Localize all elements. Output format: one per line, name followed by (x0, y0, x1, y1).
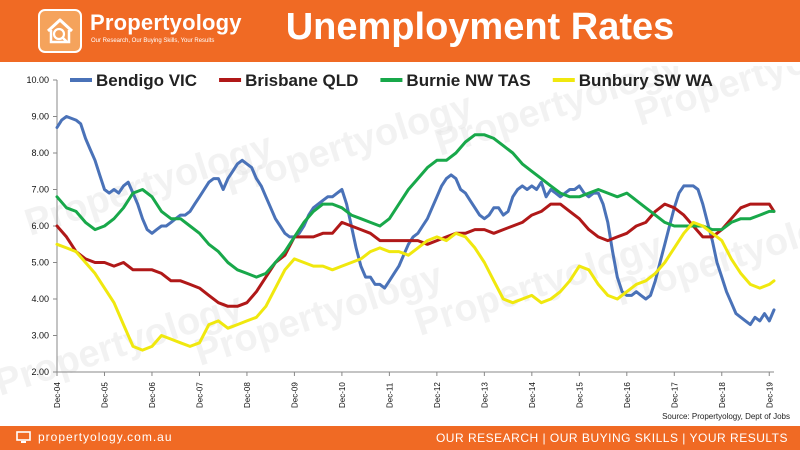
y-tick-label: 9.00 (31, 112, 49, 122)
y-tick-label: 5.00 (31, 258, 49, 268)
x-tick-label: Dec-05 (100, 382, 109, 408)
x-tick-label: Dec-18 (718, 382, 727, 408)
brand-name: Propertyology (90, 10, 242, 35)
y-tick-label: 4.00 (31, 294, 49, 304)
line-chart: PropertyologyPropertyologyPropertyologyP… (0, 15, 800, 408)
page-title: Unemployment Rates (285, 6, 675, 48)
legend: Bendigo VIC Brisbane QLD Burnie NW TAS Bunb… (70, 71, 713, 90)
series-line (55, 115, 776, 327)
x-tick-label: Dec-04 (53, 382, 62, 408)
series-lines (55, 115, 776, 352)
legend-label: Brisbane QLD (245, 71, 358, 90)
y-tick-label: 3.00 (31, 331, 49, 341)
series-line (55, 133, 776, 279)
x-tick-label: Dec-08 (243, 382, 252, 408)
y-tick-label: 10.00 (26, 75, 49, 85)
y-tick-label: 8.00 (31, 148, 49, 158)
x-tick-label: Dec-07 (195, 382, 204, 408)
legend-label: Bunbury SW WA (579, 71, 713, 90)
footer-bar: propertyology.com.au OUR RESEARCH | OUR … (0, 426, 800, 450)
y-tick-label: 7.00 (31, 185, 49, 195)
website-link[interactable]: propertyology.com.au (38, 430, 173, 444)
series-line (55, 220, 776, 352)
header-bar: Propertyology Our Research, Our Buying S… (0, 0, 800, 62)
x-tick-label: Dec-13 (480, 382, 489, 408)
brand-logo[interactable] (38, 9, 82, 53)
x-tick-label: Dec-15 (575, 382, 584, 408)
x-tick-label: Dec-09 (290, 382, 299, 408)
series-line (55, 202, 776, 308)
footer-slogan: OUR RESEARCH | OUR BUYING SKILLS | YOUR … (435, 431, 788, 445)
source-note: Source: Propertyology, Dept of Jobs (662, 412, 790, 421)
x-tick-label: Dec-19 (765, 382, 774, 408)
legend-label: Burnie NW TAS (406, 71, 530, 90)
brand-tagline: Our Research, Our Buying Skills, Your Re… (91, 38, 215, 44)
x-tick-label: Dec-16 (623, 382, 632, 408)
x-tick-label: Dec-17 (670, 382, 679, 408)
x-tick-label: Dec-14 (528, 382, 537, 408)
header-divider (0, 62, 800, 66)
x-tick-label: Dec-06 (148, 382, 157, 408)
legend-label: Bendigo VIC (96, 71, 197, 90)
y-tick-label: 6.00 (31, 221, 49, 231)
x-axis-ticks: Dec-04 Dec-05 Dec-06 Dec-07 Dec-08 Dec-09 Dec-… (53, 372, 774, 408)
watermarks: PropertyologyPropertyologyPropertyologyP… (0, 15, 800, 405)
chart-container: Propertyology Propertyology Propertyology P… (0, 15, 800, 426)
x-tick-label: Dec-11 (385, 382, 394, 408)
monitor-icon (16, 431, 31, 443)
x-tick-label: Dec-12 (433, 382, 442, 408)
house-magnifier-icon (46, 18, 74, 44)
y-tick-label: 2.00 (31, 367, 49, 377)
y-axis-ticks: 2.00 3.00 4.00 5.00 6.00 7.00 8.00 9.00 10.00 (26, 75, 57, 377)
x-tick-label: Dec-10 (338, 382, 347, 408)
